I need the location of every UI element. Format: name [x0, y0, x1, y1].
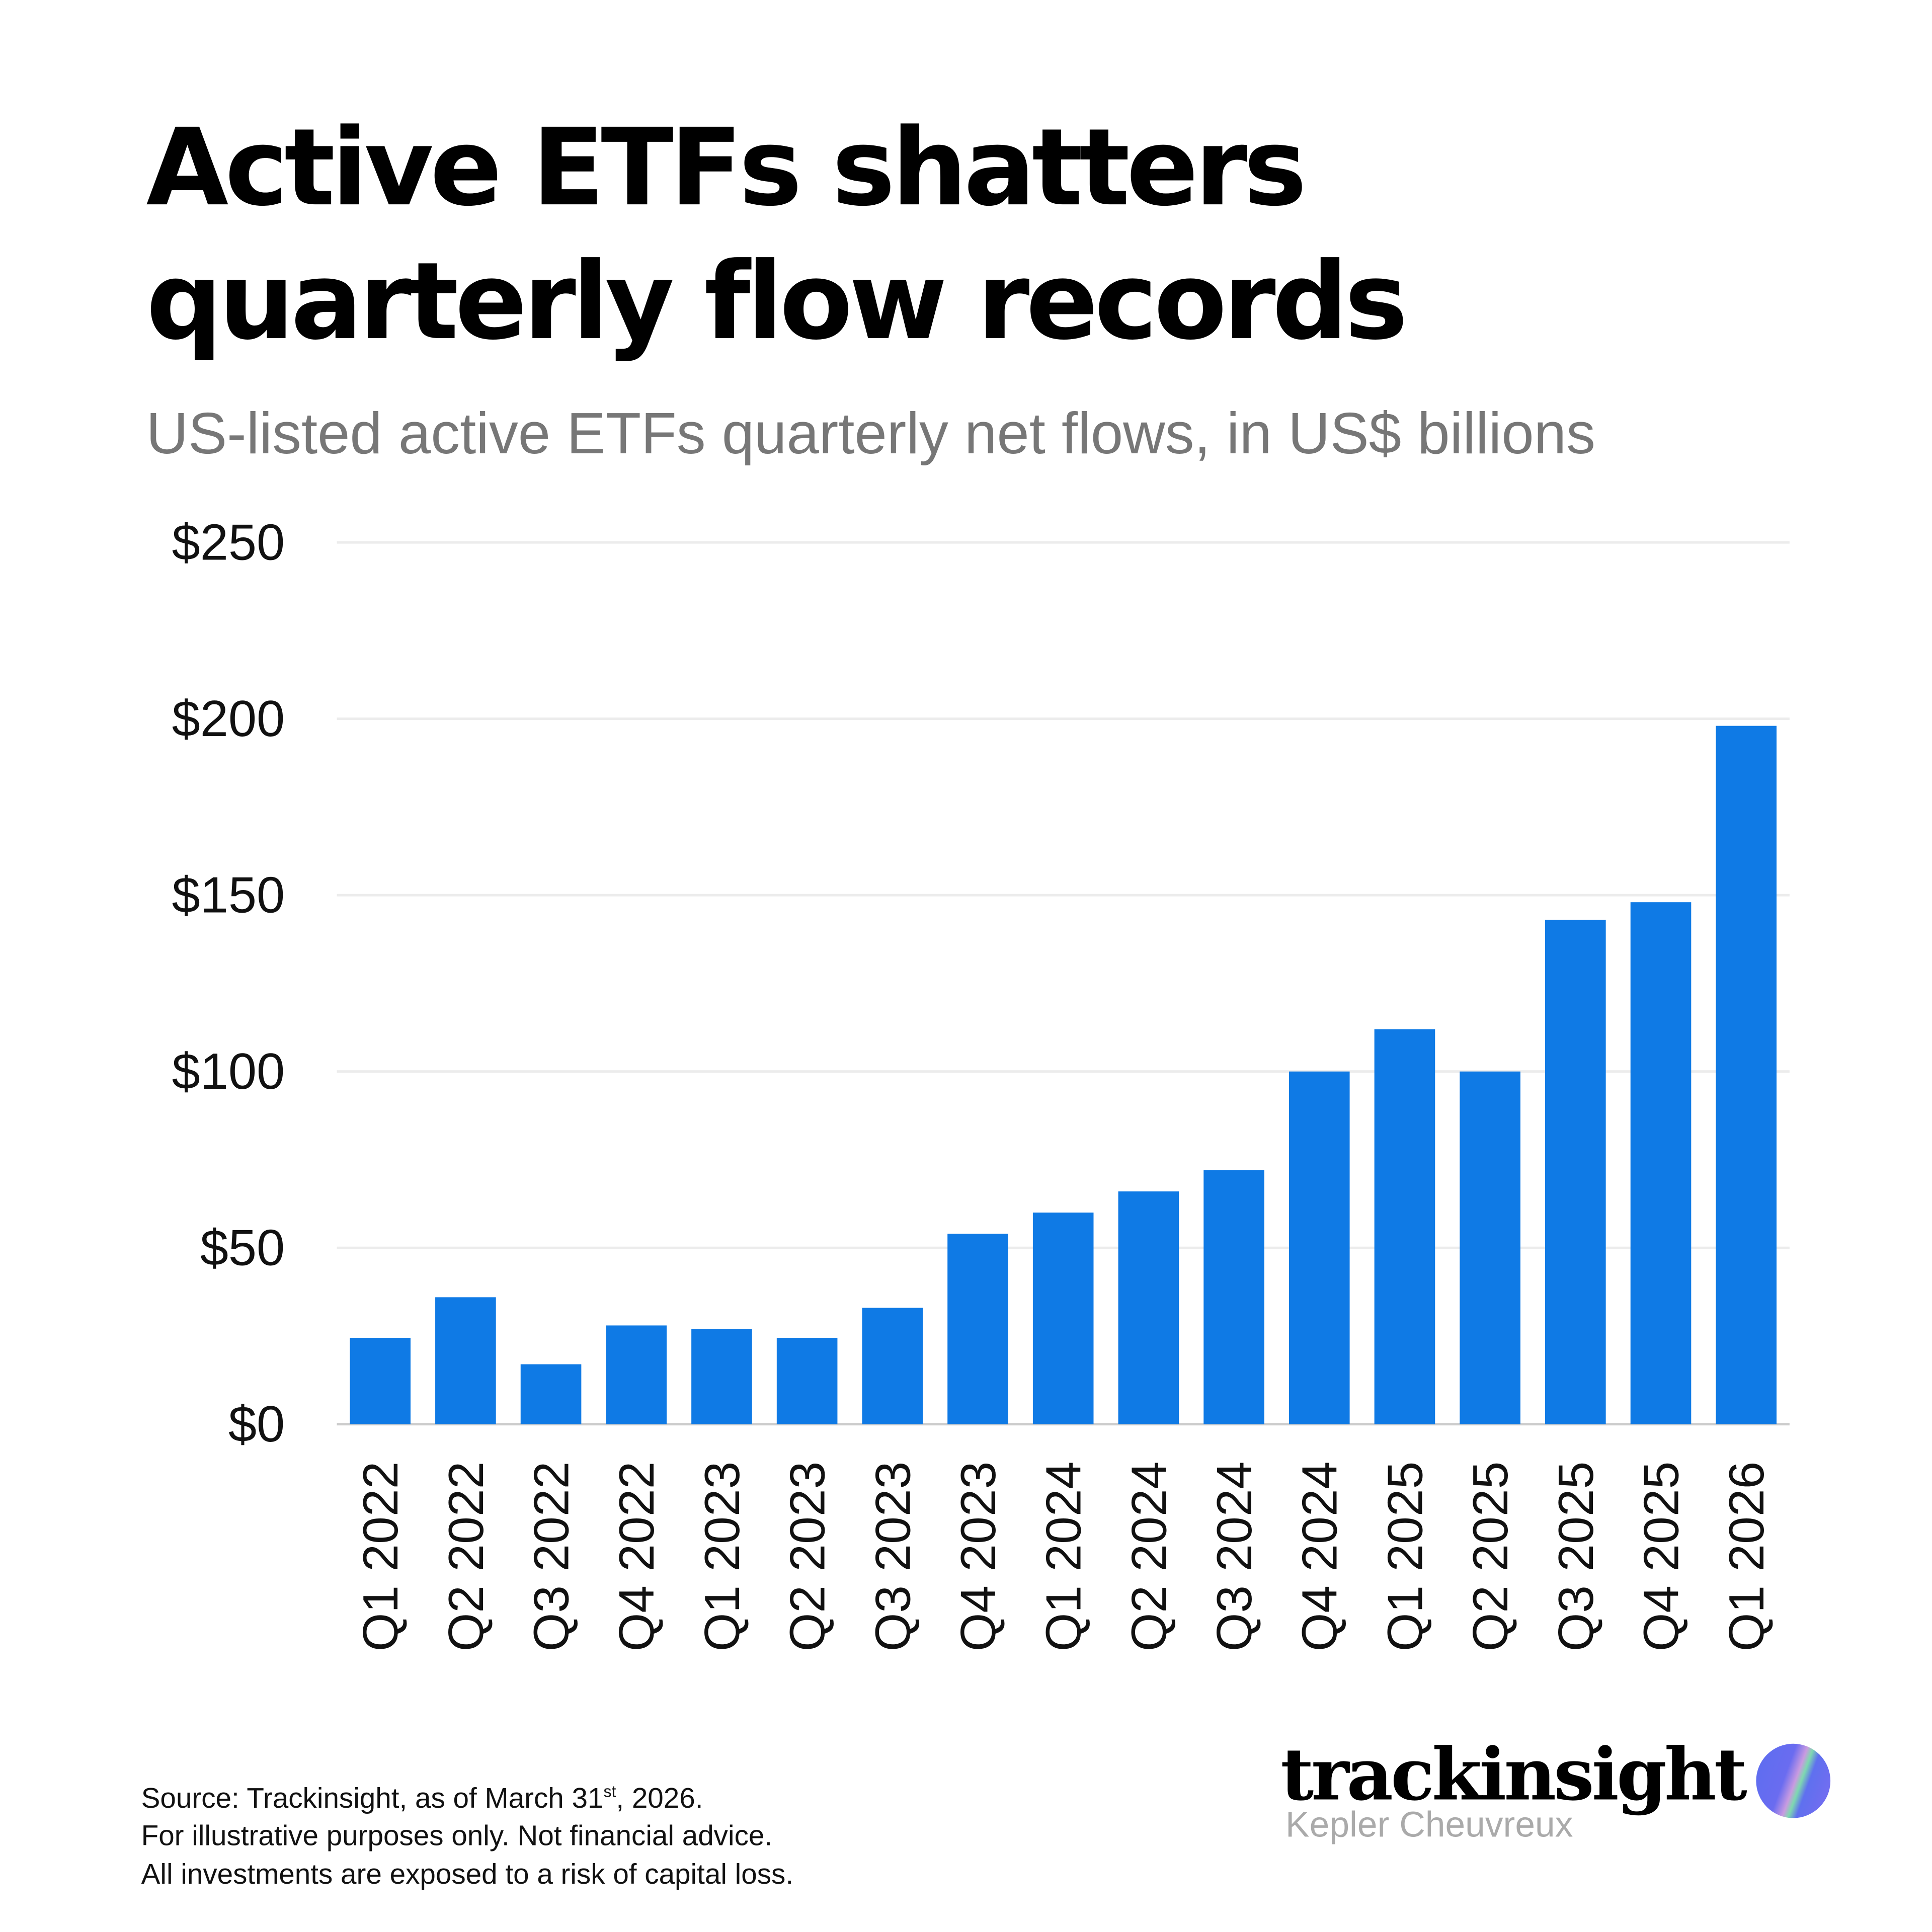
bar: [520, 1364, 582, 1424]
logo-orb-icon: [1756, 1743, 1831, 1818]
bar: [1289, 1071, 1350, 1424]
bar: [435, 1297, 496, 1424]
risk-line: All investments are exposed to a risk of…: [141, 1857, 794, 1890]
x-tick-label: Q1 2023: [694, 1462, 750, 1652]
y-tick-label: $100: [172, 1043, 285, 1100]
y-tick-label: $200: [172, 691, 285, 747]
bar: [1203, 1170, 1264, 1424]
title-line-2: quarterly flow records: [146, 240, 1408, 364]
bar: [1545, 920, 1606, 1424]
bar: [862, 1308, 923, 1424]
bar: [1374, 1029, 1435, 1424]
bar: [1032, 1213, 1094, 1424]
x-tick-label: Q3 2024: [1206, 1462, 1262, 1652]
y-tick-label: $250: [172, 515, 285, 571]
source-note: Source: Trackinsight, as of March 31st, …: [141, 1782, 703, 1814]
chart-title: Active ETFs shatters quarterly flow reco…: [146, 102, 1408, 369]
x-tick-label: Q4 2025: [1633, 1462, 1688, 1652]
bar: [1460, 1071, 1520, 1424]
x-tick-label: Q3 2022: [524, 1462, 579, 1652]
logo-subtitle: Kepler Cheuvreux: [1285, 1805, 1573, 1845]
x-tick-label: Q4 2024: [1292, 1462, 1347, 1652]
x-tick-label: Q4 2022: [609, 1462, 664, 1652]
x-tick-label: Q4 2023: [950, 1462, 1006, 1652]
y-tick-label: $0: [228, 1396, 285, 1453]
x-tick-label: Q2 2023: [780, 1462, 835, 1652]
title-line-1: Active ETFs shatters: [146, 106, 1307, 230]
disclaimer-line: For illustrative purposes only. Not fina…: [141, 1819, 773, 1852]
bar: [691, 1329, 752, 1424]
chart-subtitle: US-listed active ETFs quarterly net flow…: [146, 400, 1595, 466]
y-tick-label: $50: [200, 1220, 285, 1276]
bar: [1716, 726, 1777, 1424]
bar: [947, 1234, 1008, 1424]
x-tick-label: Q3 2025: [1548, 1462, 1603, 1652]
bar: [350, 1337, 411, 1424]
y-tick-label: $150: [172, 867, 285, 924]
x-tick-label: Q2 2022: [438, 1462, 494, 1652]
x-tick-label: Q1 2024: [1036, 1462, 1091, 1652]
logo-wordmark: trackinsight: [1280, 1732, 1747, 1817]
x-tick-label: Q2 2024: [1121, 1462, 1176, 1652]
x-tick-label: Q1 2025: [1377, 1462, 1432, 1652]
bar: [776, 1337, 838, 1424]
x-tick-label: Q1 2022: [353, 1462, 408, 1652]
x-tick-label: Q2 2025: [1463, 1462, 1518, 1652]
x-tick-label: Q3 2023: [865, 1462, 920, 1652]
bar: [606, 1325, 667, 1424]
bar: [1630, 902, 1692, 1424]
trackinsight-logo: trackinsight Kepler Cheuvreux: [1280, 1731, 1831, 1846]
footer-notes: Source: Trackinsight, as of March 31st, …: [141, 1774, 793, 1893]
bar: [1118, 1191, 1179, 1424]
x-tick-label: Q1 2026: [1719, 1462, 1774, 1652]
